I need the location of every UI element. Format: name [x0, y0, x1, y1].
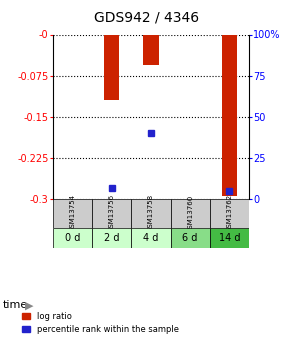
Text: GSM13762: GSM13762 — [226, 194, 232, 233]
Text: time: time — [3, 300, 28, 310]
Text: 14 d: 14 d — [219, 233, 240, 243]
Text: 4 d: 4 d — [143, 233, 159, 243]
FancyBboxPatch shape — [171, 228, 210, 248]
Bar — [104, 34, 120, 100]
Text: GSM13760: GSM13760 — [187, 194, 193, 233]
Text: 6 d: 6 d — [183, 233, 198, 243]
FancyBboxPatch shape — [131, 199, 171, 228]
Text: GSM13758: GSM13758 — [148, 194, 154, 233]
Bar — [222, 34, 237, 196]
FancyBboxPatch shape — [131, 228, 171, 248]
FancyBboxPatch shape — [210, 228, 249, 248]
Text: 0 d: 0 d — [65, 233, 80, 243]
Text: GSM13754: GSM13754 — [69, 195, 75, 233]
Bar — [143, 34, 159, 65]
Text: GDS942 / 4346: GDS942 / 4346 — [94, 10, 199, 24]
Legend: log ratio, percentile rank within the sample: log ratio, percentile rank within the sa… — [19, 308, 183, 337]
FancyBboxPatch shape — [53, 199, 92, 228]
FancyBboxPatch shape — [92, 199, 131, 228]
FancyBboxPatch shape — [171, 199, 210, 228]
FancyBboxPatch shape — [53, 228, 92, 248]
Text: GSM13756: GSM13756 — [109, 194, 115, 233]
Text: 2 d: 2 d — [104, 233, 119, 243]
Text: ▶: ▶ — [25, 300, 33, 310]
FancyBboxPatch shape — [92, 228, 131, 248]
FancyBboxPatch shape — [210, 199, 249, 228]
